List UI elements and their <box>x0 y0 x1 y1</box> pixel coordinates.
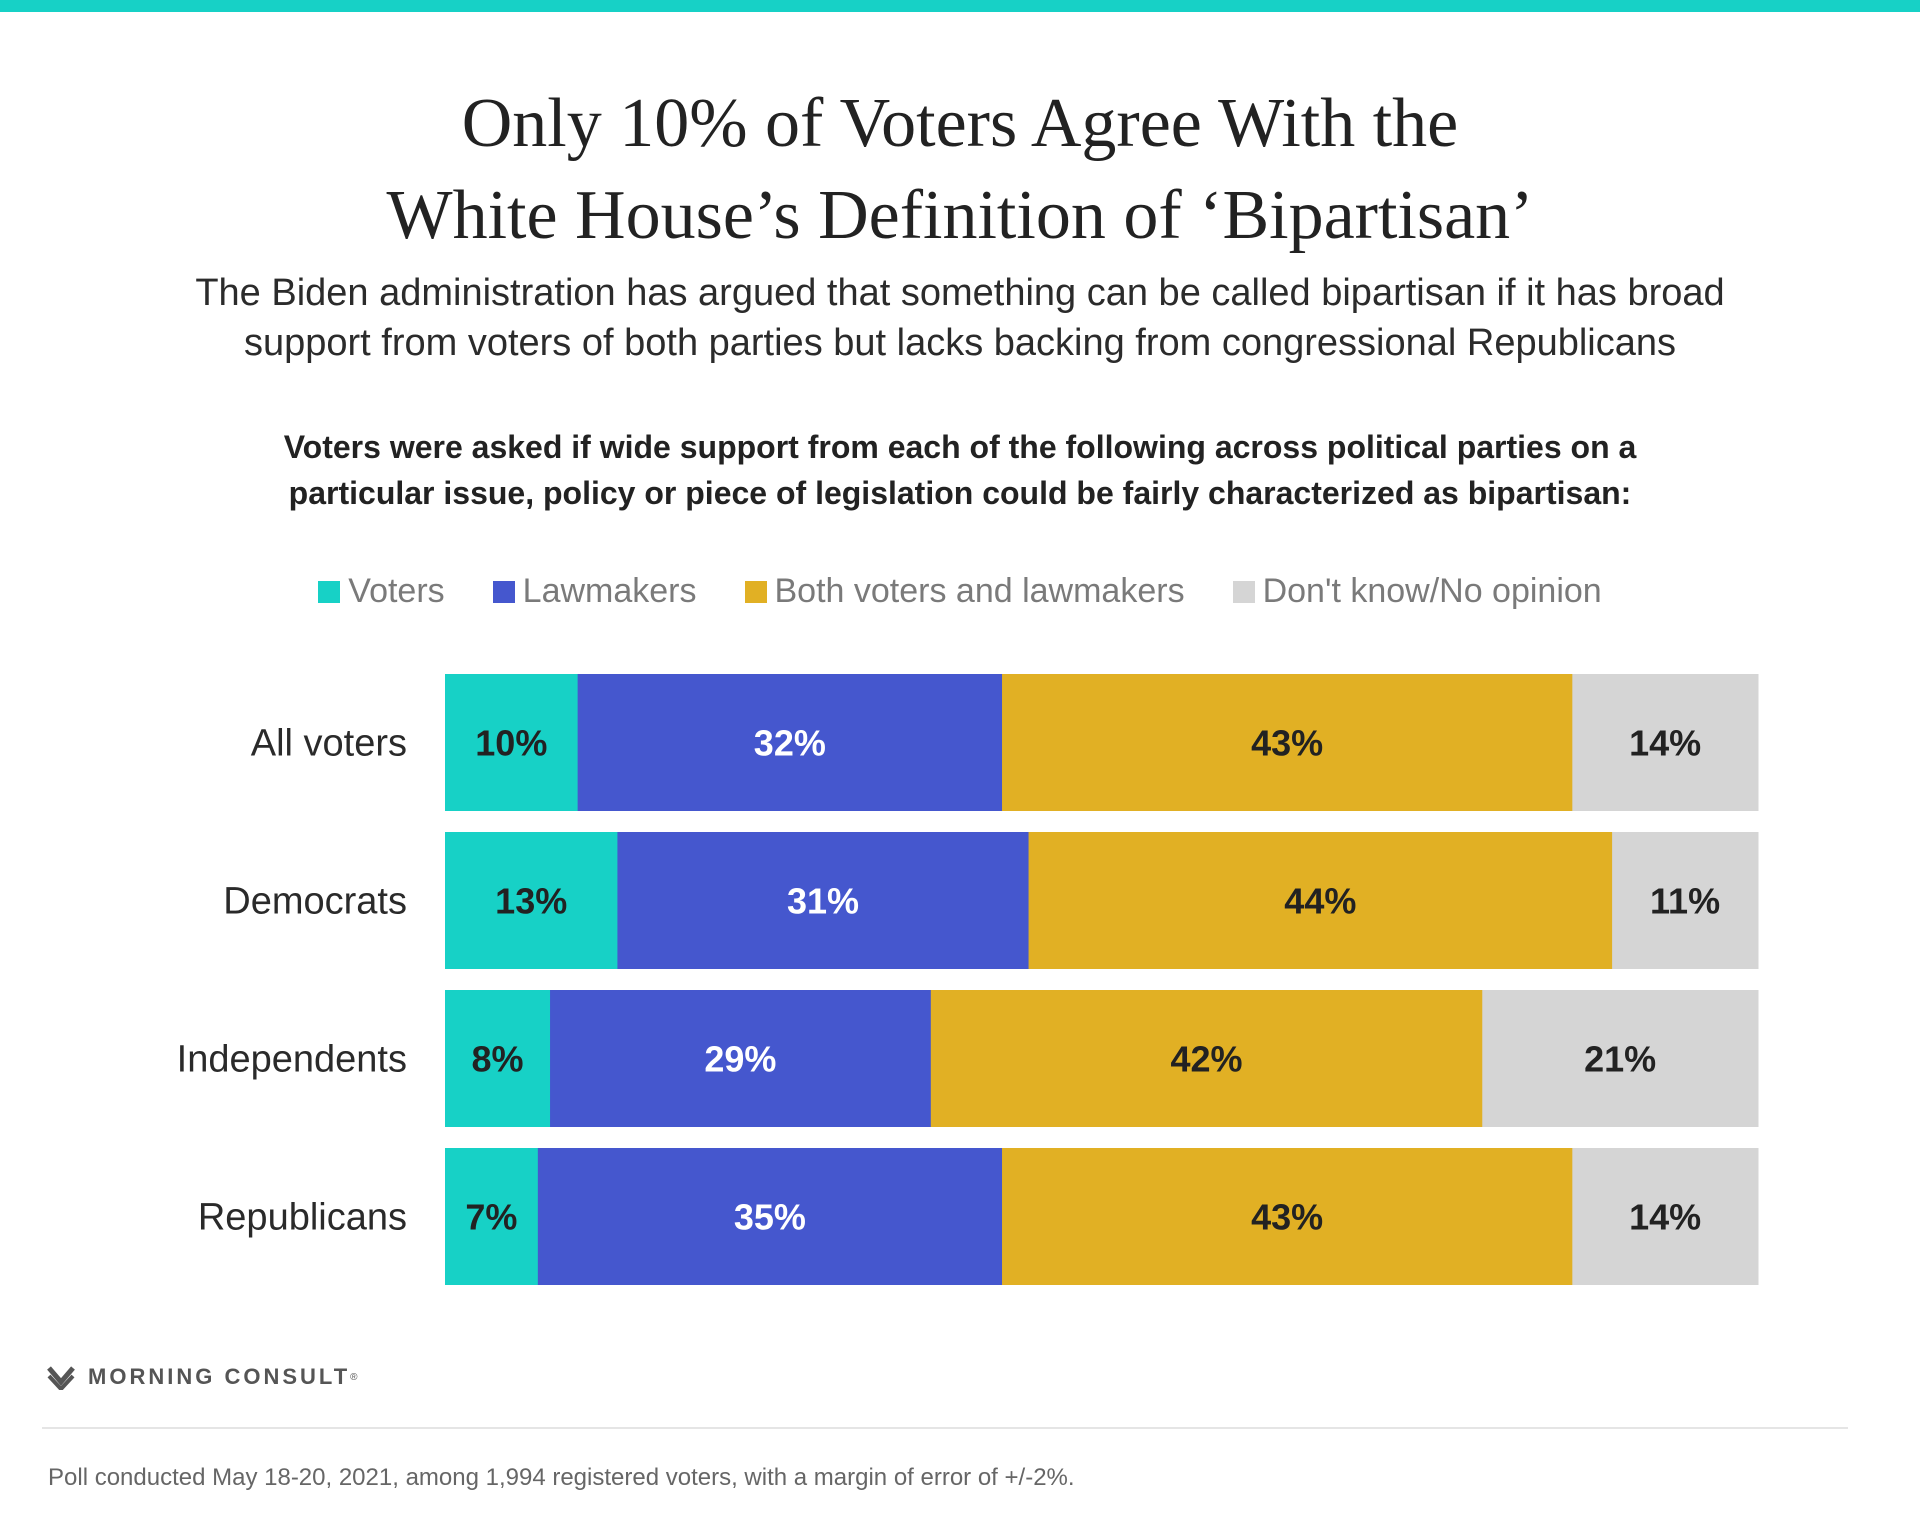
subtitle-line-1: The Biden administration has argued that… <box>195 272 1725 314</box>
bar-segment-don-t-know-no-opinion-all-voters <box>1572 674 1759 811</box>
bar-segment-voters-republicans <box>445 1148 539 1285</box>
data-label-lawmakers-independents: 29% <box>704 1039 776 1080</box>
bar-segment-both-voters-and-lawmakers-republicans <box>1002 1148 1573 1285</box>
bar-segment-don-t-know-no-opinion-democrats <box>1612 832 1759 969</box>
bar-segment-lawmakers-democrats <box>617 832 1030 969</box>
category-label-all-voters: All voters <box>251 723 407 765</box>
data-label-both-voters-and-lawmakers-independents: 42% <box>1171 1039 1243 1080</box>
bar-segment-both-voters-and-lawmakers-all-voters <box>1002 674 1573 811</box>
legend-label: Both voters and lawmakers <box>774 572 1185 610</box>
subtitle-line-2: support from voters of both parties but … <box>243 322 1677 364</box>
chart-legend: Voters Lawmakers Both voters and lawmakers… <box>0 572 1920 611</box>
data-label-don-t-know-no-opinion-republicans: 14% <box>1629 1197 1701 1238</box>
legend-item-both-voters-and-lawmakers: Both voters and lawmakers <box>744 572 1185 611</box>
brand-logo: MORNING CONSULT ® <box>46 1364 358 1390</box>
category-label-republicans: Republicans <box>198 1197 407 1239</box>
bar-segment-lawmakers-all-voters <box>577 674 1003 811</box>
data-label-lawmakers-republicans: 35% <box>734 1197 806 1238</box>
data-label-don-t-know-no-opinion-independents: 21% <box>1584 1039 1656 1080</box>
legend-swatch <box>744 580 767 603</box>
data-label-voters-independents: 8% <box>472 1039 524 1080</box>
legend-swatch <box>492 580 515 603</box>
stacked-bar-chart: All voters 10% 32% 43% 14% Democrats 13% 31% 44%… <box>177 674 1759 1285</box>
bar-segment-voters-democrats <box>445 832 618 969</box>
data-label-don-t-know-no-opinion-all-voters: 14% <box>1629 723 1701 764</box>
bar-segment-both-voters-and-lawmakers-independents <box>930 990 1483 1127</box>
data-label-voters-republicans: 7% <box>465 1197 517 1238</box>
legend-item-lawmakers: Lawmakers <box>492 572 697 611</box>
legend-label: Don't know/No opinion <box>1262 572 1602 610</box>
chart-title: Only 10% of Voters Agree With the White … <box>0 78 1920 262</box>
legend-item-don-t-know-no-opinion: Don't know/No opinion <box>1232 572 1602 611</box>
legend-swatch <box>1232 580 1255 603</box>
legend-label: Voters <box>348 572 445 610</box>
footer-divider <box>42 1427 1848 1429</box>
category-label-independents: Independents <box>177 1039 407 1081</box>
bar-segment-both-voters-and-lawmakers-democrats <box>1028 832 1613 969</box>
data-label-voters-all-voters: 10% <box>475 723 547 764</box>
legend-swatch <box>318 580 341 603</box>
data-label-both-voters-and-lawmakers-republicans: 43% <box>1251 1197 1323 1238</box>
data-label-lawmakers-democrats: 31% <box>787 881 859 922</box>
data-label-don-t-know-no-opinion-democrats: 11% <box>1650 881 1720 922</box>
data-label-lawmakers-all-voters: 32% <box>754 723 826 764</box>
brand-mark-icon <box>47 1366 75 1390</box>
brand-trademark: ® <box>350 1371 358 1383</box>
legend-item-voters: Voters <box>318 572 445 611</box>
bar-segment-voters-independents <box>445 990 551 1127</box>
bar-segment-lawmakers-independents <box>550 990 932 1127</box>
title-line-1: Only 10% of Voters Agree With the <box>461 85 1459 162</box>
category-label-democrats: Democrats <box>223 881 407 923</box>
bar-segment-lawmakers-republicans <box>537 1148 1003 1285</box>
bar-segment-don-t-know-no-opinion-independents <box>1482 990 1759 1127</box>
question-line-1: Voters were asked if wide support from e… <box>283 429 1637 465</box>
brand-name: MORNING CONSULT <box>88 1364 351 1389</box>
chart-subtitle: The Biden administration has argued that… <box>0 268 1920 368</box>
question-line-2: particular issue, policy or piece of leg… <box>288 475 1632 511</box>
title-line-2: White House’s Definition of ‘Bipartisan’ <box>386 177 1534 254</box>
bar-segment-don-t-know-no-opinion-republicans <box>1572 1148 1759 1285</box>
methodology-note: Poll conducted May 18-20, 2021, among 1,… <box>48 1464 1075 1491</box>
legend-label: Lawmakers <box>522 572 697 610</box>
data-label-voters-democrats: 13% <box>495 881 567 922</box>
bar-segment-voters-all-voters <box>445 674 579 811</box>
top-accent-bar <box>0 0 1920 12</box>
data-label-both-voters-and-lawmakers-democrats: 44% <box>1284 881 1356 922</box>
data-label-both-voters-and-lawmakers-all-voters: 43% <box>1251 723 1323 764</box>
survey-question: Voters were asked if wide support from e… <box>0 424 1920 516</box>
